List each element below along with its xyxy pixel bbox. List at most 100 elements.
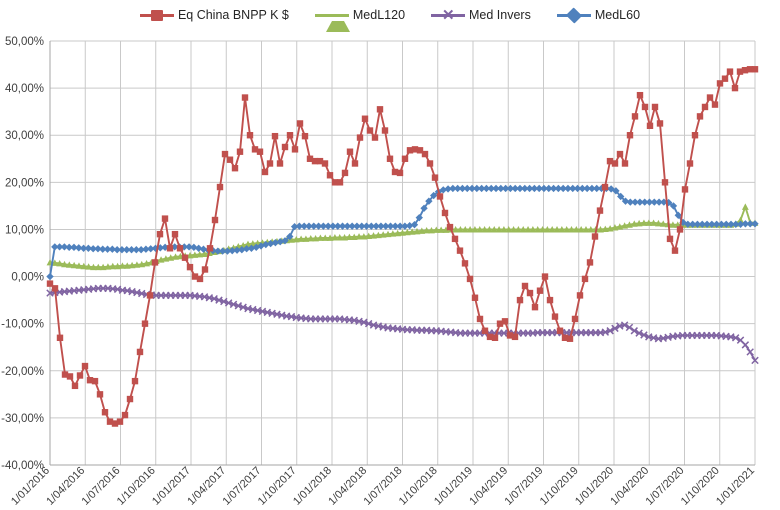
data-point-marker (492, 184, 500, 193)
data-point-marker (143, 259, 150, 267)
data-point-marker (423, 226, 431, 234)
data-point-marker (79, 244, 88, 252)
data-point-marker (181, 254, 189, 261)
data-point-marker (457, 226, 464, 233)
data-point-marker (425, 197, 433, 205)
data-point-marker (326, 234, 334, 241)
data-point-marker (367, 222, 376, 230)
legend-item-0[interactable]: Eq China BNPP K $ (139, 8, 289, 22)
data-point-marker (635, 329, 643, 337)
data-point-marker (171, 230, 179, 238)
data-point-marker (621, 197, 630, 205)
data-point-marker (471, 226, 479, 233)
data-point-marker (597, 226, 604, 233)
data-point-marker (172, 253, 179, 260)
data-point-marker (418, 227, 426, 234)
data-point-marker (191, 273, 199, 280)
data-point-marker (114, 262, 122, 270)
data-point-marker (426, 160, 434, 167)
legend-item-1[interactable]: MedL120 (314, 8, 405, 32)
data-point-marker (56, 259, 64, 267)
data-point-marker (70, 261, 78, 269)
data-point-marker (626, 221, 633, 228)
legend-item-2[interactable]: ✕ Med Invers (431, 8, 531, 23)
data-point-marker (636, 91, 644, 99)
data-point-marker (247, 244, 256, 252)
data-point-marker (199, 245, 208, 253)
data-point-marker (321, 234, 329, 241)
data-point-marker (540, 184, 548, 193)
data-point-marker (681, 186, 689, 193)
data-point-marker (558, 226, 566, 233)
data-point-marker (712, 220, 721, 228)
data-point-marker (510, 226, 517, 233)
data-point-marker (101, 409, 109, 416)
data-point-marker (251, 146, 259, 153)
data-point-marker (731, 84, 739, 92)
data-point-marker (353, 222, 361, 230)
data-point-marker (616, 223, 624, 230)
data-point-marker (377, 222, 385, 230)
data-point-marker (96, 391, 104, 398)
data-point-marker (121, 411, 129, 419)
data-point-marker (157, 256, 165, 263)
data-point-marker (630, 327, 639, 335)
data-point-marker (271, 132, 279, 140)
data-point-marker (81, 362, 89, 370)
data-point-marker (431, 174, 439, 181)
data-point-marker (84, 244, 93, 252)
data-point-marker (466, 226, 474, 233)
chart-legend: Eq China BNPP K $ MedL120 ✕ Med Invers MedL6… (0, 0, 780, 32)
y-axis-tick-label: -30,00% (1, 413, 44, 425)
data-point-marker (276, 160, 284, 167)
data-point-marker (500, 226, 508, 233)
data-point-marker (751, 356, 759, 365)
legend-item-3[interactable]: MedL60 (556, 6, 640, 24)
data-point-marker (186, 263, 194, 271)
data-point-marker (104, 263, 112, 270)
data-point-marker (396, 169, 404, 177)
data-point-marker (355, 233, 363, 240)
data-point-marker (546, 296, 554, 304)
data-point-marker (94, 263, 102, 271)
data-point-marker (536, 287, 544, 294)
data-point-marker (746, 220, 754, 228)
data-point-marker (751, 220, 759, 228)
data-point-marker (473, 184, 481, 193)
data-point-marker (361, 115, 369, 122)
data-point-marker (606, 157, 614, 165)
data-point-marker (521, 184, 529, 193)
data-point-marker (561, 334, 569, 341)
data-point-marker (693, 220, 702, 228)
data-point-marker (451, 235, 459, 243)
data-point-marker (391, 168, 399, 176)
data-point-marker (80, 262, 88, 270)
data-point-marker (576, 292, 584, 299)
data-point-marker (351, 160, 359, 167)
data-point-marker (162, 255, 170, 262)
data-point-marker (506, 184, 515, 193)
data-point-marker (541, 273, 549, 280)
data-point-marker (156, 230, 164, 238)
data-point-marker (587, 226, 595, 233)
data-point-marker (66, 373, 74, 380)
data-point-marker (266, 160, 274, 167)
data-point-marker (645, 219, 653, 226)
data-point-marker (109, 262, 117, 270)
data-point-marker (588, 184, 596, 193)
data-point-marker (631, 198, 639, 206)
data-point-marker (491, 334, 499, 341)
data-point-marker (461, 226, 469, 233)
data-point-marker (441, 209, 449, 217)
data-point-marker (371, 134, 379, 141)
data-point-marker (231, 165, 239, 172)
data-point-marker (442, 226, 450, 233)
data-point-marker (586, 259, 594, 266)
data-point-marker (591, 233, 599, 240)
data-point-marker (413, 227, 421, 235)
data-point-marker (456, 247, 464, 254)
legend-marker-x-icon: ✕ (431, 8, 466, 23)
